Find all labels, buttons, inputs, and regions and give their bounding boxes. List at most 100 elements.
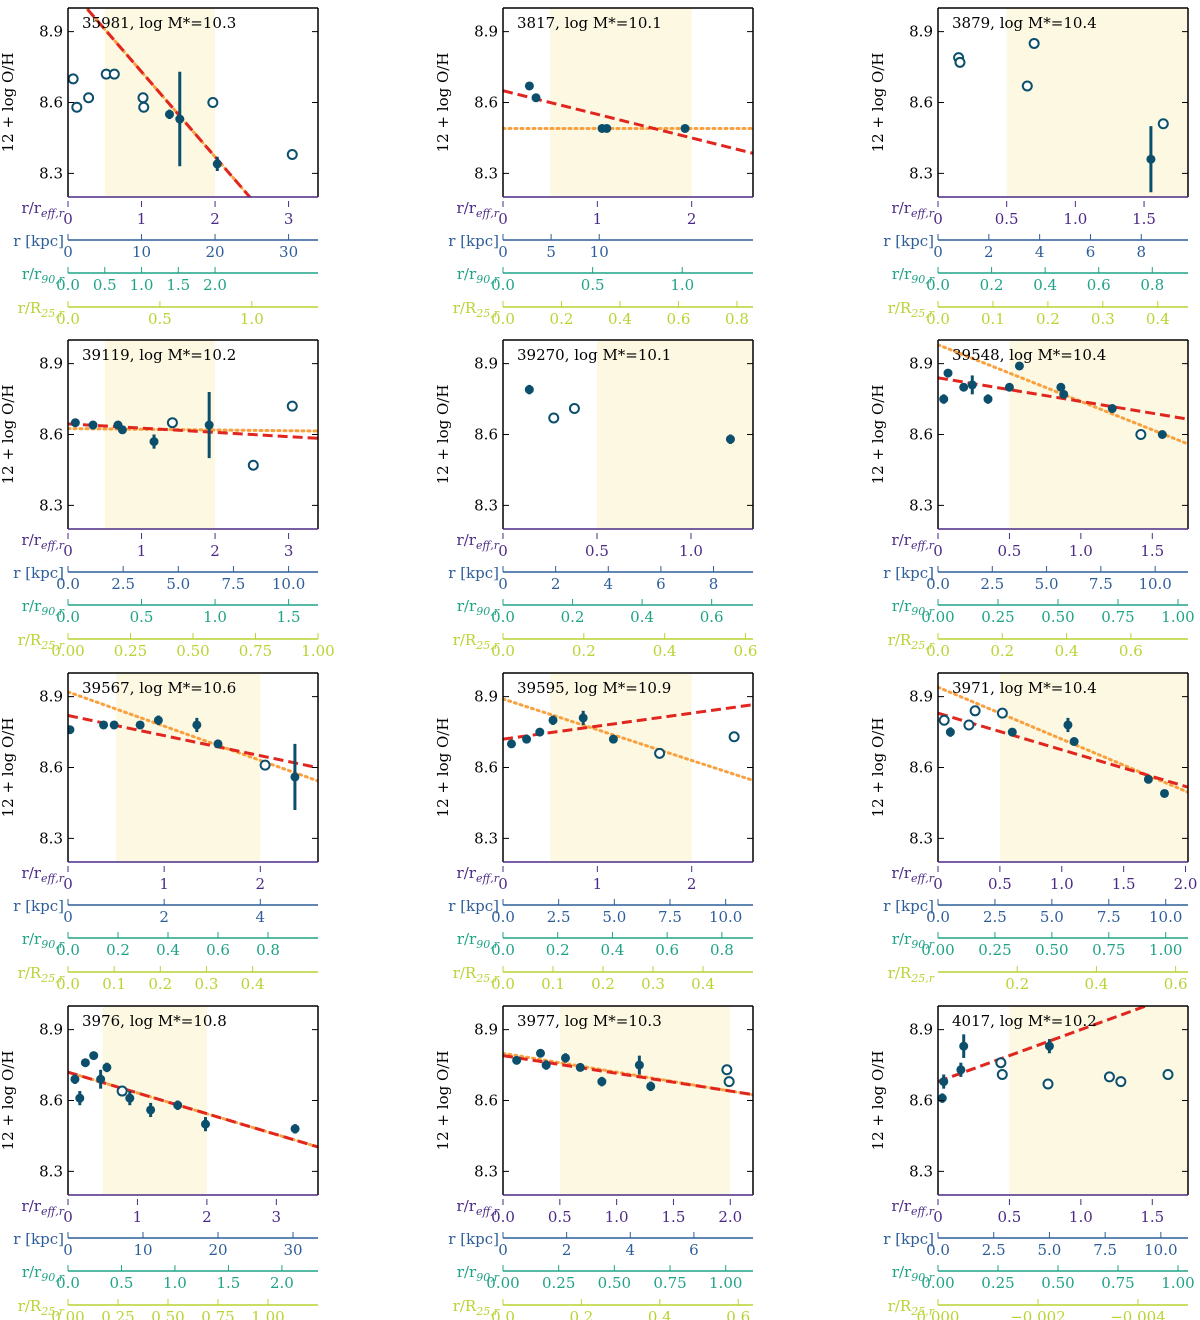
y-tick-label: 8.3 — [909, 829, 933, 847]
panel-5: 8.3 8.6 8.9 12 + log O/H 39270, log M*=10.1 0… — [434, 339, 757, 660]
y-tick-label: 8.3 — [474, 164, 498, 182]
data-point-filled — [531, 93, 541, 103]
y-tick-label: 8.9 — [39, 1021, 63, 1039]
y-tick-label: 8.6 — [39, 94, 63, 112]
y-axis-label: 12 + log O/H — [0, 718, 17, 818]
axis-label-r90: r/r90,r — [892, 1263, 935, 1284]
fit-line-dotted — [68, 690, 318, 783]
shaded-region — [102, 1006, 207, 1195]
y-axis-label: 12 + log O/H — [869, 718, 887, 818]
x-tick-label-r90: 0.5 — [93, 276, 117, 294]
panel-title: 39567, log M*=10.6 — [82, 679, 236, 697]
axis-label-r25: r/R25,r — [18, 964, 65, 985]
axis-label-r25: r/R25,r — [453, 1297, 500, 1318]
x-tick-label-r25: 0.6 — [726, 1308, 750, 1320]
data-point-open — [71, 101, 83, 113]
x-tick-label-reff: 1.0 — [1063, 210, 1087, 228]
data-point-filled — [943, 368, 953, 378]
panel-title: 39548, log M*=10.4 — [952, 346, 1106, 364]
panel-title: 35981, log M*=10.3 — [82, 14, 236, 32]
x-tick-label-r90: 0.0 — [491, 276, 515, 294]
x-tick-label-kpc: 0 — [498, 575, 508, 593]
x-tick-label-r90: 0.6 — [655, 941, 679, 959]
x-tick-label-r25: 0.0 — [56, 975, 80, 993]
x-tick-label-r90: 0.0 — [56, 608, 80, 626]
data-point-filled — [522, 734, 532, 744]
data-point-open — [568, 403, 580, 415]
y-tick-label: 8.3 — [909, 1162, 933, 1180]
axis-label-kpc: r [kpc] — [883, 564, 934, 582]
x-tick-label-r25: 0.2 — [572, 642, 596, 660]
x-tick-label-reff: 0.0 — [491, 1208, 515, 1226]
shaded-region — [116, 673, 261, 862]
panel-title: 4017, log M*=10.2 — [952, 1012, 1097, 1030]
data-point-open — [1115, 1076, 1127, 1088]
x-tick-label-kpc: 5 — [546, 243, 556, 261]
x-tick-label-r90: 0.5 — [130, 608, 154, 626]
x-tick-label-r90: 0.0 — [926, 276, 950, 294]
x-tick-label-r90: 0.4 — [630, 608, 654, 626]
data-point-filled — [1157, 430, 1167, 439]
x-tick-label-reff: 0 — [63, 875, 73, 893]
x-tick-label-r25: 0.0 — [926, 642, 950, 660]
panel-11: 8.3 8.6 8.9 12 + log O/H 3977, log M*=10.3 0.… — [434, 1005, 754, 1320]
shaded-region — [1009, 1006, 1188, 1195]
axis-label-reff: r/reff,r — [22, 199, 65, 220]
data-point-filled — [117, 425, 127, 435]
x-tick-label-r25: 0.4 — [241, 975, 265, 993]
axis-label-kpc: r [kpc] — [448, 232, 499, 250]
x-tick-label-kpc: 2.5 — [983, 908, 1007, 926]
shaded-region — [104, 340, 216, 529]
x-tick-label-r25: 0.25 — [101, 1308, 134, 1320]
x-tick-label-reff: 3 — [272, 1208, 282, 1226]
x-tick-label-r25: 0.2 — [990, 642, 1014, 660]
data-point-filled — [945, 727, 955, 737]
x-tick-label-reff: 1 — [593, 875, 603, 893]
x-tick-label-r90: 0.50 — [1041, 1274, 1074, 1292]
y-axis-label: 12 + log O/H — [0, 53, 17, 153]
data-point-filled — [602, 123, 612, 133]
x-tick-label-r90: 1.5 — [216, 1274, 240, 1292]
x-tick-label-r25: 0.2 — [1005, 975, 1029, 993]
fit-line-dashed — [84, 8, 252, 197]
x-tick-label-kpc: 0.0 — [56, 575, 80, 593]
plot-area — [524, 340, 753, 529]
data-point-open — [83, 92, 95, 104]
shaded-region — [550, 8, 692, 197]
data-point-filled — [1059, 389, 1069, 399]
y-tick-label: 8.6 — [474, 759, 498, 777]
panel-title: 39270, log M*=10.1 — [517, 346, 671, 364]
data-point-filled — [524, 385, 534, 395]
data-point-filled — [506, 739, 516, 749]
axis-label-r90: r/r90,r — [457, 265, 500, 286]
data-point-filled — [109, 720, 119, 730]
x-tick-label-r90: 2.0 — [270, 1274, 294, 1292]
x-tick-label-kpc: 0.0 — [926, 575, 950, 593]
x-tick-label-r25: 0.4 — [1146, 310, 1170, 328]
axis-label-r25: r/R25,r — [453, 964, 500, 985]
axis-label-reff: r/reff,r — [457, 199, 500, 220]
x-tick-label-r25: 0.3 — [195, 975, 219, 993]
x-tick-label-reff: 0 — [63, 210, 73, 228]
data-point-filled — [153, 715, 163, 725]
x-tick-label-kpc: 0 — [63, 243, 73, 261]
data-point-filled — [88, 420, 98, 430]
x-tick-label-kpc: 7.5 — [1097, 908, 1121, 926]
data-point-filled — [959, 1041, 969, 1051]
axis-label-reff: r/reff,r — [892, 531, 935, 552]
data-point-filled — [135, 720, 145, 730]
axis-label-reff: r/reff,r — [892, 199, 935, 220]
y-tick-label: 8.6 — [909, 94, 933, 112]
fit-line-dashed — [68, 714, 318, 770]
data-point-filled — [939, 394, 949, 404]
data-point-open — [166, 417, 178, 429]
x-tick-label-kpc: 5.0 — [1037, 1241, 1061, 1259]
data-point-filled — [575, 1062, 585, 1072]
data-point-filled — [89, 1051, 99, 1061]
x-tick-label-reff: 1 — [137, 542, 147, 560]
shaded-region — [559, 1006, 731, 1195]
axis-label-kpc: r [kpc] — [13, 232, 64, 250]
y-tick-label: 8.3 — [39, 496, 63, 514]
axis-label-reff: r/reff,r — [22, 864, 65, 885]
x-tick-label-r25: 0.4 — [648, 1308, 672, 1320]
